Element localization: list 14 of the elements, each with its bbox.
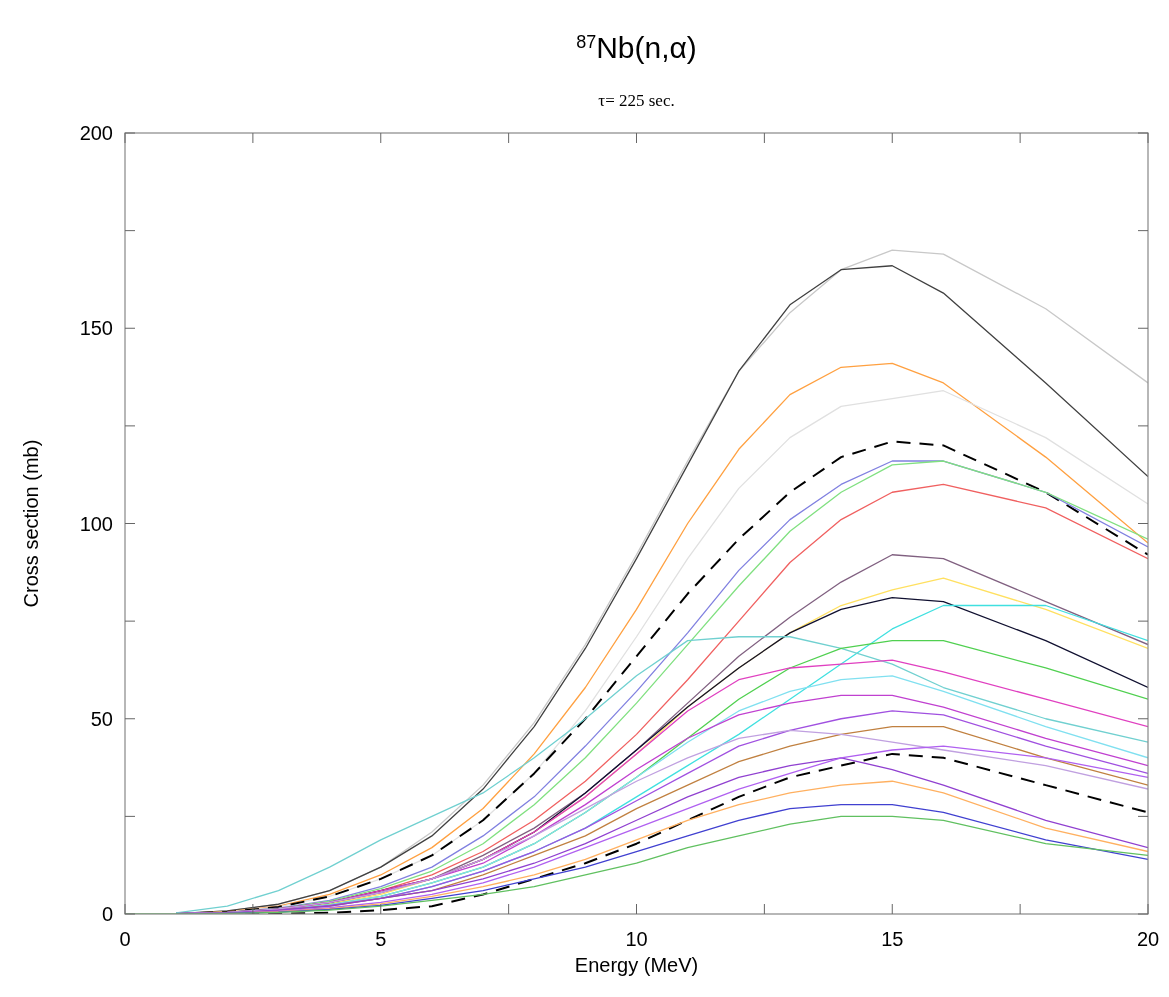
y-tick-label: 100	[79, 512, 113, 535]
chart-title: $^{87}$Nb(n,α)	[576, 31, 697, 64]
x-tick-label: 0	[119, 928, 131, 950]
x-tick-label: 5	[375, 928, 387, 950]
chart-subtitle: τ= 225 sec.	[598, 91, 675, 110]
x-tick-label: 20	[1136, 928, 1160, 950]
x-tick-label: 10	[625, 928, 648, 950]
y-tick-label: 200	[79, 122, 113, 144]
y-tick-label: 150	[79, 317, 113, 340]
y-axis-title: Cross section (mb)	[20, 439, 42, 608]
y-tick-label: 0	[101, 903, 113, 925]
x-tick-label: 15	[881, 928, 904, 950]
y-tick-label: 50	[90, 707, 113, 730]
x-axis-title: Energy (MeV)	[574, 954, 699, 976]
